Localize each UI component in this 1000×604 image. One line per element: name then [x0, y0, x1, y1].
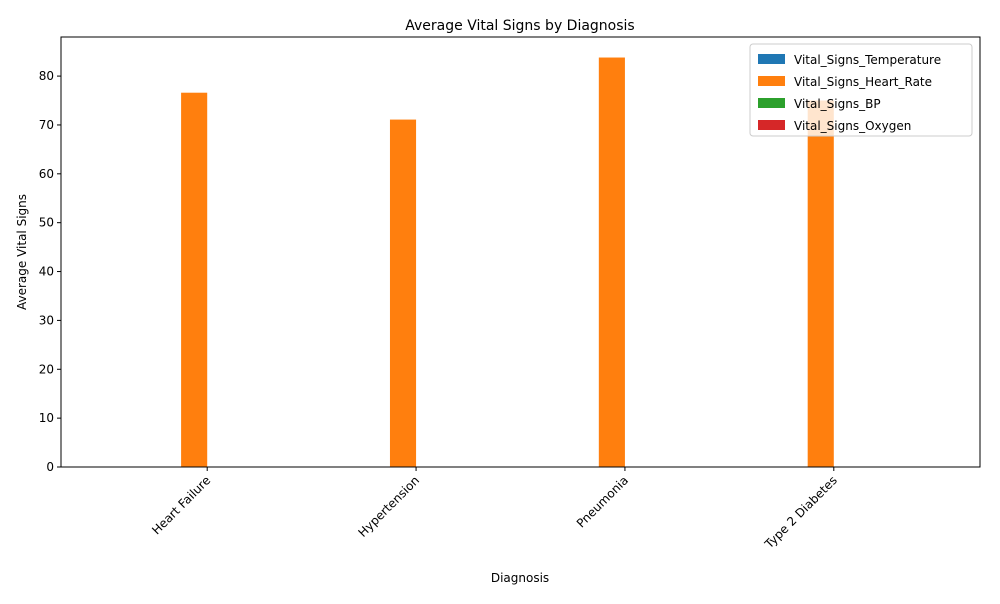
bar: [181, 92, 208, 468]
y-tick-label: 50: [39, 216, 54, 230]
legend-label: Vital_Signs_Temperature: [794, 53, 941, 67]
x-axis-label: Diagnosis: [491, 571, 549, 585]
legend-label: Vital_Signs_BP: [794, 97, 881, 111]
legend-label: Vital_Signs_Heart_Rate: [794, 75, 932, 89]
y-tick-label: 70: [39, 118, 54, 132]
legend-label: Vital_Signs_Oxygen: [794, 119, 911, 133]
legend-swatch: [758, 54, 785, 64]
y-tick-label: 30: [39, 313, 54, 327]
y-tick-label: 0: [46, 460, 54, 474]
bar: [807, 100, 834, 467]
y-axis-label: Average Vital Signs: [15, 194, 29, 310]
y-tick-label: 80: [39, 69, 54, 83]
legend: Vital_Signs_Temperature Vital_Signs_Heart…: [749, 43, 973, 137]
bar: [598, 57, 625, 467]
legend-swatch: [758, 98, 785, 108]
legend-swatch: [758, 120, 785, 130]
legend-box: [749, 43, 973, 137]
y-tick-label: 40: [39, 265, 54, 279]
y-tick-label: 10: [39, 411, 54, 425]
y-tick-label: 60: [39, 167, 54, 181]
axes-frame: [60, 36, 981, 468]
y-tick-label: 20: [39, 362, 54, 376]
legend-swatch: [758, 76, 785, 86]
bar: [389, 119, 417, 468]
chart-title: Average Vital Signs by Diagnosis: [405, 18, 634, 34]
